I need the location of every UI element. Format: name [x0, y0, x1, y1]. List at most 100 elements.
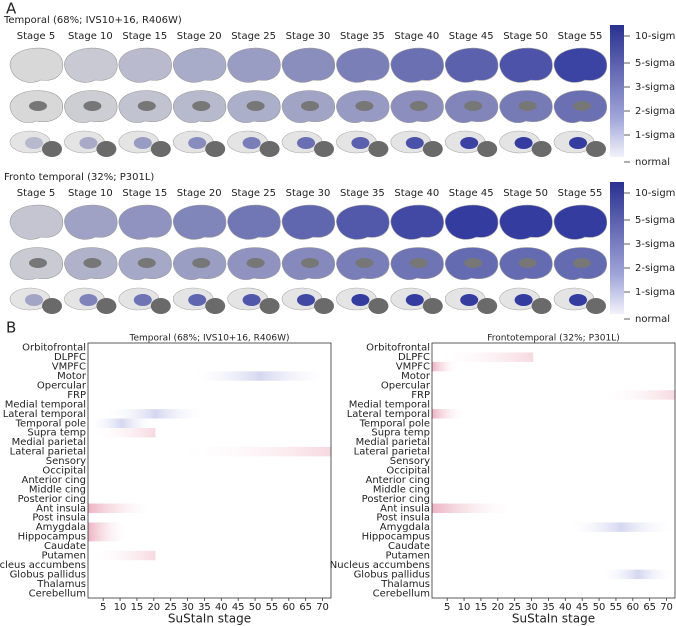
- brain-core: [518, 258, 537, 268]
- brain-lateral: [444, 204, 499, 240]
- brain-lateral: [499, 204, 553, 240]
- brain-lateral: [499, 47, 553, 83]
- brain-core: [192, 258, 211, 268]
- stage-label: Stage 25: [231, 31, 276, 42]
- brain-core: [83, 258, 102, 268]
- brain-core: [464, 101, 483, 111]
- cerebellum: [259, 141, 280, 157]
- x-tick-label: 55: [266, 602, 279, 613]
- region-label: Middle cing: [29, 484, 86, 495]
- x-tick-label: 30: [525, 602, 538, 613]
- region-label: Opercular: [37, 381, 87, 392]
- x-tick-label: 15: [475, 602, 488, 613]
- subcortical: [460, 137, 479, 149]
- subcortical: [460, 294, 479, 306]
- cerebellum: [531, 298, 552, 314]
- region-label: Lateral temporal: [3, 409, 86, 420]
- subcortical: [569, 137, 587, 149]
- heatmap-shade: [88, 418, 156, 428]
- cerebellum: [259, 298, 280, 314]
- cerebellum: [368, 141, 389, 157]
- heatmap-shade: [432, 352, 534, 362]
- subcortical: [297, 294, 315, 306]
- region-label: Nucleus accumbens: [0, 560, 86, 571]
- region-label: DLPFC: [54, 352, 86, 363]
- region-label: VMPFC: [52, 362, 86, 373]
- subcortical: [569, 294, 587, 306]
- stage-label: Stage 10: [68, 31, 113, 42]
- region-label: Opercular: [381, 381, 431, 392]
- subcortical: [79, 137, 98, 149]
- heatmap-shade: [88, 522, 129, 532]
- region-label: Motor: [401, 371, 431, 382]
- colorbar-label: 2-sigma: [635, 106, 675, 117]
- x-tick-label: 70: [316, 602, 329, 613]
- region-label: Thalamus: [36, 579, 86, 590]
- x-tick-label: 50: [593, 602, 606, 613]
- brain-core: [301, 101, 319, 111]
- subcortical: [351, 137, 370, 149]
- stage-label: Stage 20: [177, 188, 222, 199]
- stage-label: Stage 50: [503, 188, 548, 199]
- region-label: Motor: [57, 371, 87, 382]
- region-label: Medial temporal: [5, 399, 86, 410]
- heatmap-shade: [104, 409, 207, 419]
- stage-label: Stage 55: [558, 188, 603, 199]
- heatmap-shade: [88, 550, 156, 561]
- heatmap-shade: [567, 522, 675, 532]
- subcortical: [79, 294, 98, 306]
- subcortical: [242, 137, 261, 149]
- cerebellum: [42, 298, 62, 314]
- brain-lateral: [390, 47, 444, 83]
- brain-core: [301, 258, 319, 268]
- cerebellum: [42, 141, 62, 157]
- brain-core: [29, 101, 47, 111]
- brain-lateral: [281, 47, 336, 83]
- region-label: Amygdala: [36, 522, 86, 533]
- subcortical: [242, 294, 261, 306]
- colorbar-label: normal: [635, 314, 670, 325]
- x-tick-label: 5: [444, 602, 450, 613]
- colorbar-label: 3-sigma: [635, 82, 675, 93]
- x-tick-label: 40: [215, 602, 228, 613]
- region-label: Hippocampus: [362, 532, 430, 543]
- x-tick-label: 60: [626, 602, 639, 613]
- x-tick-label: 65: [299, 602, 312, 613]
- x-tick-label: 70: [660, 602, 673, 613]
- cerebellum: [96, 141, 117, 157]
- stage-label: Stage 5: [17, 188, 55, 199]
- x-tick-label: 25: [508, 602, 521, 613]
- cerebellum: [150, 298, 171, 314]
- subcortical: [405, 294, 424, 306]
- brain-core: [29, 258, 47, 268]
- x-tick-label: 20: [491, 602, 504, 613]
- group-title: Fronto temporal (32%; P301L): [4, 172, 154, 183]
- cerebellum: [531, 141, 552, 157]
- cerebellum: [422, 298, 443, 314]
- x-axis-label: SuStaIn stage: [512, 612, 595, 626]
- region-label: Posterior cing: [362, 494, 430, 505]
- brain-lateral: [553, 47, 608, 83]
- brain-lateral: [281, 204, 336, 240]
- region-label: Post insula: [32, 513, 86, 524]
- stage-label: Stage 25: [231, 188, 276, 199]
- heatmap: [432, 343, 675, 598]
- heatmap-shade: [88, 503, 156, 513]
- region-label: Amygdala: [380, 522, 430, 533]
- stage-label: Stage 30: [286, 31, 331, 42]
- cerebellum: [422, 141, 443, 157]
- stage-label: Stage 15: [122, 31, 167, 42]
- brain-lateral: [336, 204, 390, 240]
- colorbar-label: normal: [635, 157, 670, 168]
- brain-core: [246, 101, 265, 111]
- brain-lateral: [172, 47, 227, 83]
- heatmap-title: Frontotemporal (32%; P301L): [487, 334, 619, 344]
- stage-label: Stage 40: [394, 31, 439, 42]
- region-label: Putamen: [42, 551, 86, 562]
- brain-lateral: [118, 204, 172, 240]
- region-label: Posterior cing: [18, 494, 86, 505]
- colorbar-label: 10-sigma: [635, 188, 676, 199]
- region-label: Medial parietal: [356, 437, 430, 448]
- stage-label: Stage 20: [177, 31, 222, 42]
- group-title: Temporal (68%; IVS10+16, R406W): [3, 15, 182, 26]
